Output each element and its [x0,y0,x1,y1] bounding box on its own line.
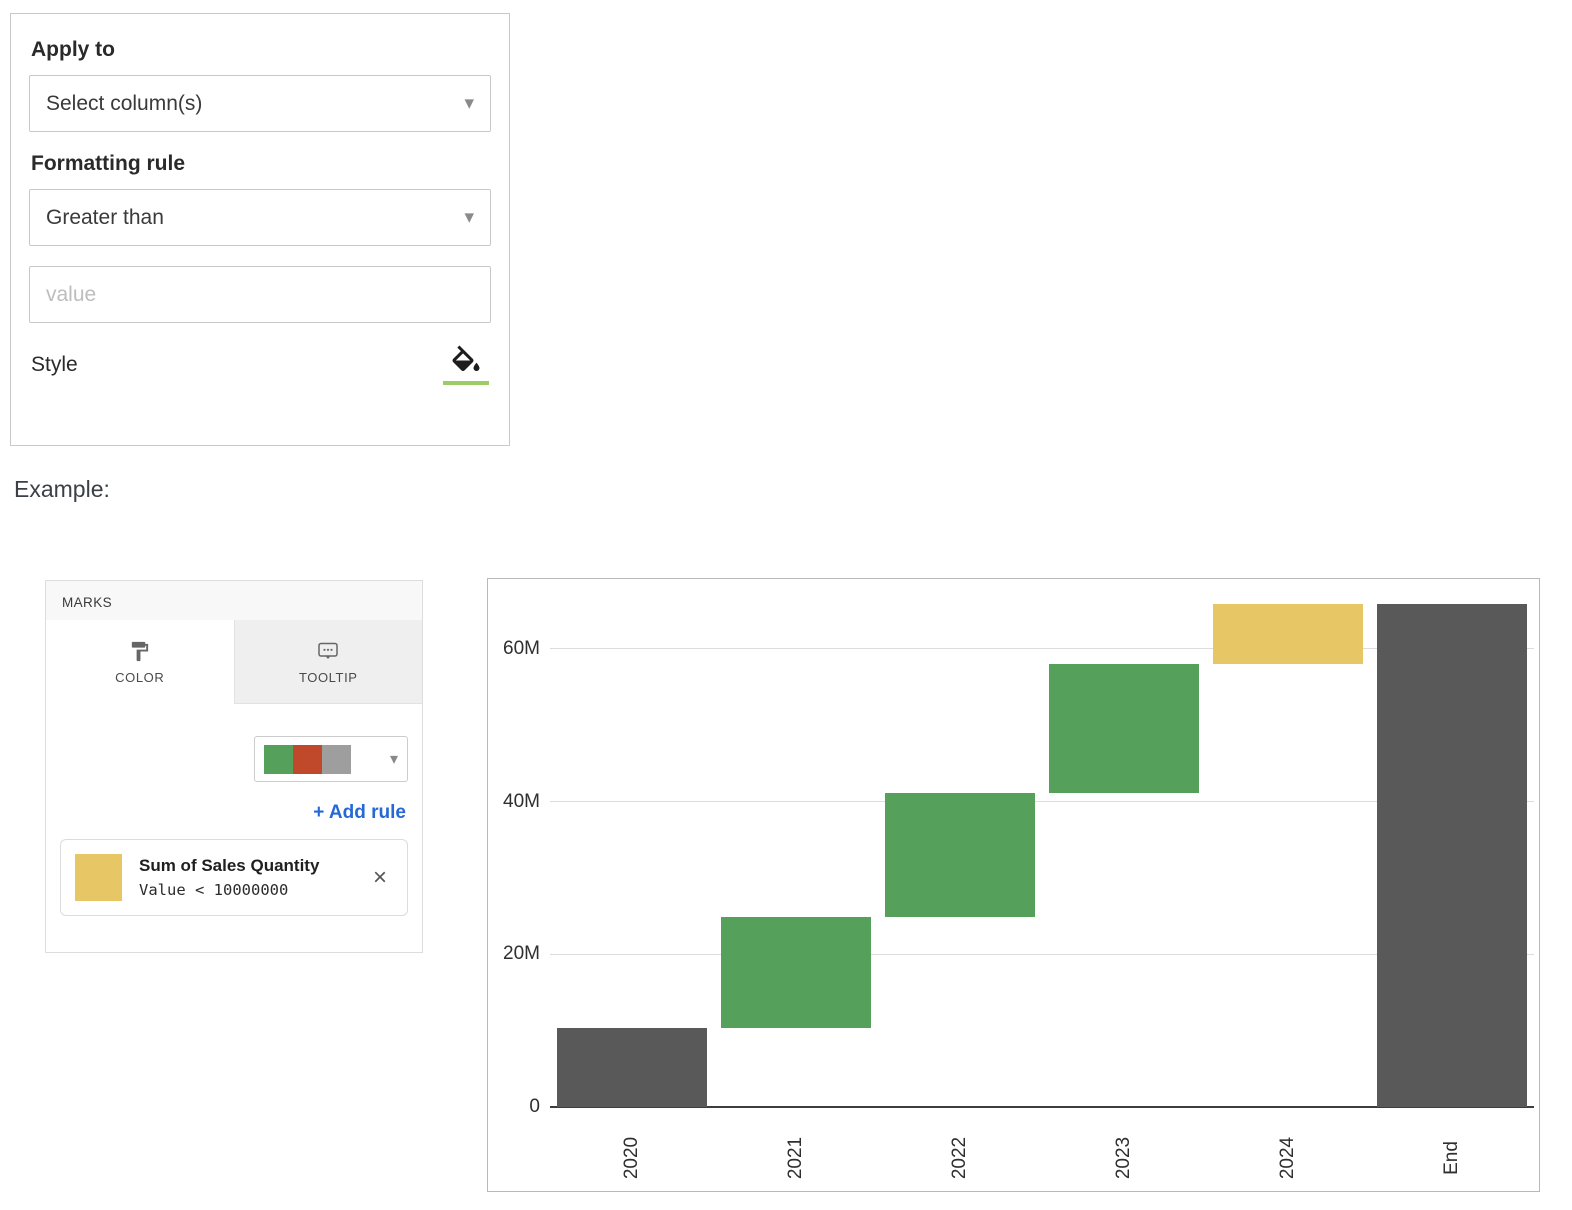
bar-2020 [557,1027,707,1107]
y-axis-tick-label: 60M [503,637,540,659]
y-axis-tick-label: 40M [503,790,540,812]
apply-to-select[interactable]: Select column(s) ▾ [29,75,491,132]
chevron-down-icon: ▾ [464,93,474,114]
tooltip-icon [318,642,338,659]
x-axis-tick-label: 2021 [785,1136,806,1180]
x-axis-tick-label: 2022 [949,1136,970,1180]
formatting-rule-select-value: Greater than [46,205,164,229]
palette-swatch-red [293,744,322,774]
bar-2024 [1213,603,1363,665]
apply-to-select-value: Select column(s) [46,91,203,115]
conditional-format-panel: Apply to Select column(s) ▾ Formatting r… [10,13,510,446]
bar-End [1377,603,1527,1107]
y-axis-tick-label: 0 [529,1096,540,1117]
formatting-rule-select[interactable]: Greater than ▾ [29,189,491,246]
palette-swatch-green [264,744,293,774]
tab-tooltip-label: TOOLTIP [298,669,358,685]
x-axis-tick-label: 2024 [1277,1136,1298,1180]
chevron-down-icon: ▾ [464,207,474,228]
rule-color-swatch [75,854,122,901]
paint-bucket-icon[interactable] [443,345,489,385]
rule-condition: Value < 10000000 [139,881,289,899]
tab-color[interactable]: COLOR [46,620,234,704]
value-input[interactable] [29,266,491,323]
gridline [550,953,1534,955]
tab-color-label: COLOR [115,669,165,685]
add-rule-button[interactable]: + Add rule [313,802,406,823]
apply-to-label: Apply to [31,38,115,61]
palette-swatch-gray [322,744,351,774]
paint-bucket-glyph [452,345,480,371]
tab-tooltip[interactable]: TOOLTIP [233,620,422,704]
style-color-underline [443,381,489,385]
marks-tabs: COLOR TOOLTIP [46,620,422,704]
bar-2021 [721,916,871,1028]
x-axis-tick-label: 2023 [1113,1136,1134,1180]
formatting-rule-label: Formatting rule [31,152,186,175]
gridline [550,801,1534,803]
chevron-down-icon: ▾ [389,751,398,768]
y-axis-tick-label: 20M [503,943,540,965]
gridline [550,648,1534,650]
waterfall-chart-panel: 0 20M 40M 60M 2020 2021 2022 2023 2024 End [487,578,1540,1192]
rule-card: Sum of Sales Quantity Value < 10000000 × [60,839,408,916]
bar-2022 [885,793,1035,917]
bar-2023 [1049,664,1199,794]
marks-title: MARKS [46,581,422,620]
rule-text: Sum of Sales Quantity Value < 10000000 [139,856,319,899]
x-axis-tick-label: 2020 [621,1136,642,1180]
plot-area [550,584,1534,1108]
paint-roller-icon [132,641,149,661]
close-icon[interactable]: × [372,863,387,891]
example-label: Example: [14,476,110,502]
color-palette-select[interactable]: ▾ [254,736,408,782]
rule-title: Sum of Sales Quantity [139,856,320,875]
style-label: Style [31,353,78,376]
x-axis-tick-label: End [1441,1141,1462,1175]
x-axis-line [550,1106,1534,1108]
marks-panel: MARKS COLOR TOOLTIP ▾ + Add rule S [45,580,423,953]
style-row: Style [29,345,491,385]
